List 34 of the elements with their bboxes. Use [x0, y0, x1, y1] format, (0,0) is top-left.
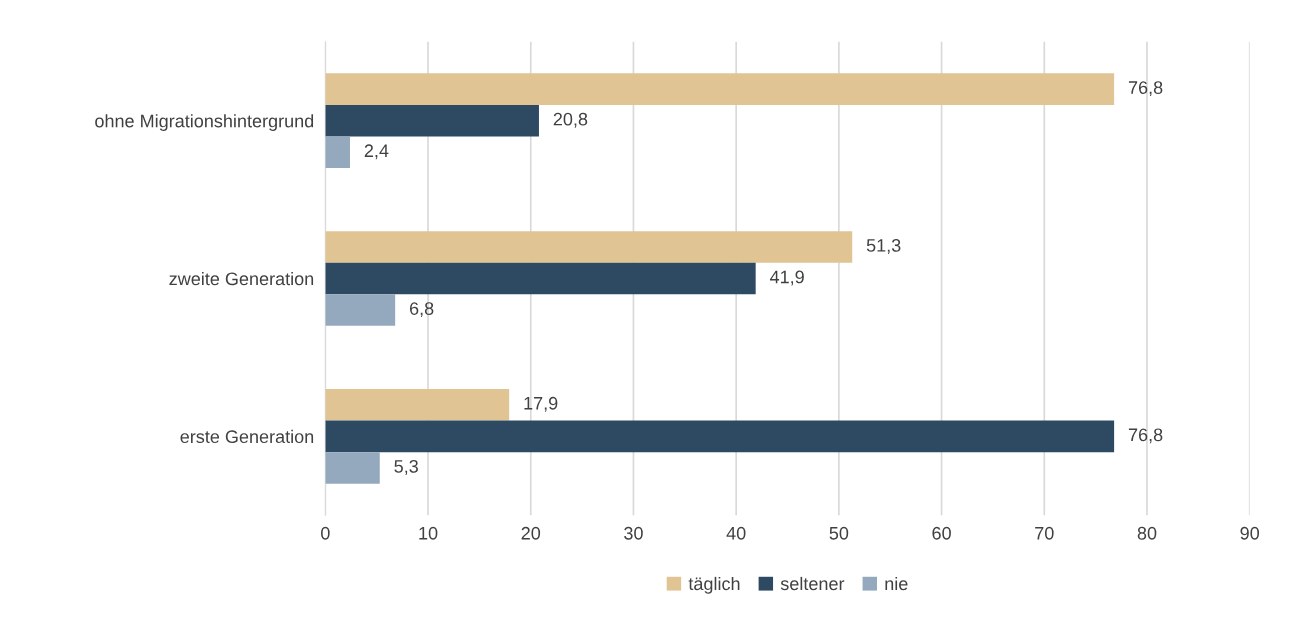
bar	[325, 231, 853, 263]
x-tick-label: 30	[624, 526, 643, 540]
x-tick-label: 50	[829, 526, 849, 540]
data-label: 76,8	[1128, 428, 1163, 444]
bar	[325, 73, 1115, 105]
data-label: 20,8	[553, 112, 588, 128]
bar	[325, 452, 380, 484]
bar	[325, 104, 539, 137]
data-label: 17,9	[524, 396, 558, 412]
x-tick-label: 0	[321, 526, 330, 540]
data-label: 5,3	[394, 459, 418, 475]
y-tick-label: erste Generation	[180, 429, 314, 444]
legend-label: täglich	[688, 576, 740, 594]
x-tick-label: 80	[1137, 526, 1157, 540]
data-label: 76,8	[1128, 81, 1163, 97]
bar	[325, 262, 756, 295]
legend-label: nie	[885, 576, 908, 591]
bar	[325, 136, 350, 169]
x-tick-label: 20	[521, 526, 541, 540]
bar	[325, 420, 1115, 453]
data-label: 6,8	[409, 302, 434, 318]
data-label: 51,3	[866, 239, 901, 254]
x-tick-label: 90	[1240, 526, 1260, 540]
bar	[325, 294, 396, 326]
bar	[325, 389, 510, 421]
data-label: 41,9	[769, 270, 804, 286]
y-tick-label: ohne Migrationshintergrund	[95, 114, 314, 131]
data-label: 2,4	[364, 144, 389, 160]
legend-label: seltener	[780, 576, 845, 591]
x-tick-label: 70	[1035, 526, 1054, 540]
x-tick-label: 40	[726, 526, 746, 540]
x-tick-label: 60	[932, 526, 951, 540]
y-tick-label: zweite Generation	[169, 271, 314, 286]
x-tick-label: 10	[419, 526, 438, 540]
